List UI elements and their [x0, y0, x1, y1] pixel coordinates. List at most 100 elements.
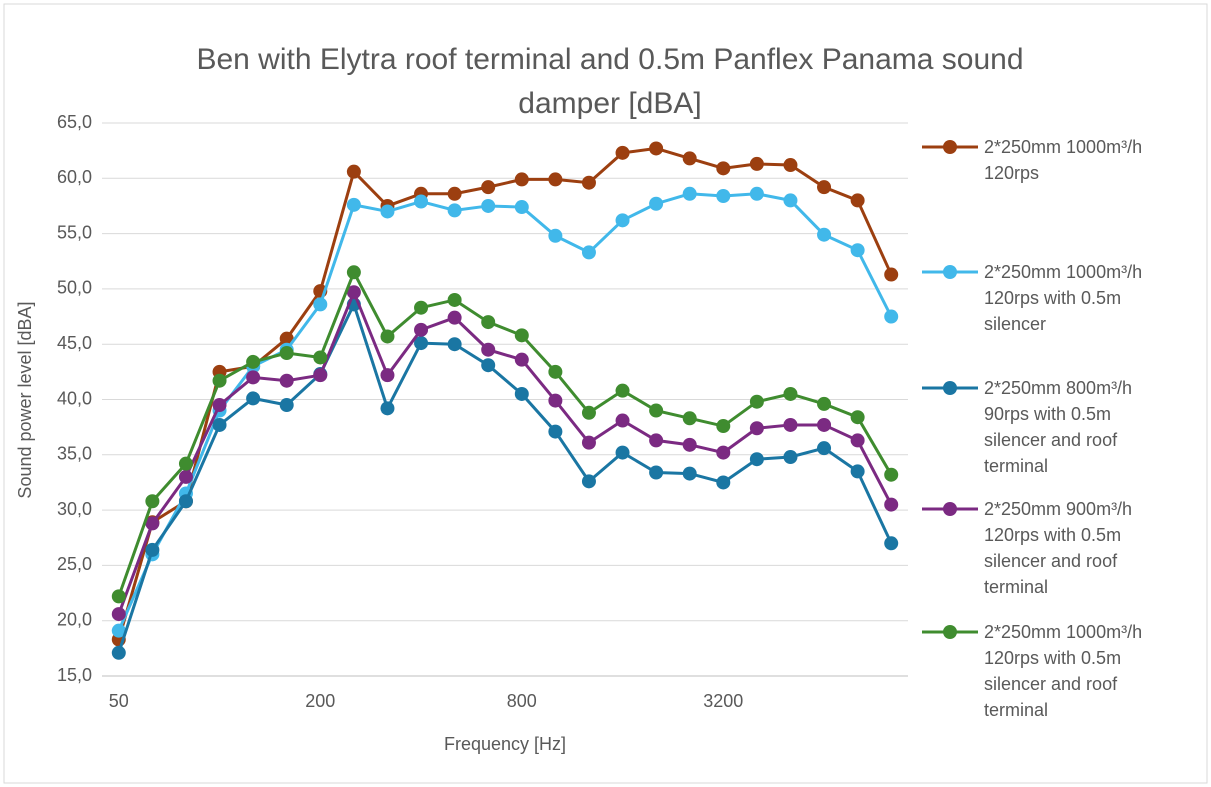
data-point	[481, 358, 496, 373]
data-point	[649, 433, 664, 448]
data-point	[111, 589, 126, 604]
data-point	[514, 386, 529, 401]
y-tick-label: 60,0	[57, 167, 92, 187]
data-point	[481, 342, 496, 357]
data-point	[783, 417, 798, 432]
data-point	[884, 536, 899, 551]
data-point	[716, 188, 731, 203]
data-point	[649, 196, 664, 211]
data-point	[850, 410, 865, 425]
data-point	[414, 336, 429, 351]
data-point	[481, 315, 496, 330]
legend-marker	[922, 625, 978, 639]
legend-dot	[943, 381, 957, 395]
y-tick-label: 40,0	[57, 388, 92, 408]
data-point	[313, 350, 328, 365]
data-point	[884, 467, 899, 482]
x-tick-label: 50	[109, 691, 129, 711]
data-point	[111, 645, 126, 660]
data-point	[145, 516, 160, 531]
data-point	[548, 393, 563, 408]
legend-marker	[922, 265, 978, 279]
data-point	[850, 464, 865, 479]
data-point	[514, 200, 529, 215]
data-point	[481, 198, 496, 213]
data-point	[414, 300, 429, 315]
data-point	[581, 245, 596, 260]
data-point	[581, 405, 596, 420]
data-point	[212, 373, 227, 388]
y-tick-label: 30,0	[57, 499, 92, 519]
legend-marker	[922, 381, 978, 395]
y-tick-label: 35,0	[57, 444, 92, 464]
data-point	[279, 373, 294, 388]
data-point	[716, 419, 731, 434]
data-point	[817, 441, 832, 456]
data-point	[850, 433, 865, 448]
data-point	[380, 204, 395, 219]
data-point	[682, 411, 697, 426]
data-point	[817, 180, 832, 195]
data-point	[850, 243, 865, 258]
data-point	[514, 328, 529, 343]
data-point	[111, 623, 126, 638]
data-point	[447, 337, 462, 352]
y-tick-label: 25,0	[57, 554, 92, 574]
data-point	[716, 445, 731, 460]
data-point	[716, 161, 731, 176]
legend-marker	[922, 140, 978, 154]
data-point	[682, 437, 697, 452]
data-point	[783, 450, 798, 465]
data-point	[548, 228, 563, 243]
legend-label: 2*250mm 1000m³/h 120rps	[984, 137, 1143, 183]
data-point	[749, 186, 764, 201]
data-point	[581, 435, 596, 450]
data-point	[414, 194, 429, 209]
data-point	[279, 331, 294, 346]
y-tick-label: 20,0	[57, 609, 92, 629]
data-point	[615, 213, 630, 228]
data-point	[783, 158, 798, 173]
legend-dot	[943, 140, 957, 154]
data-point	[447, 203, 462, 218]
data-point	[246, 391, 261, 406]
legend-label: 2*250mm 1000m³/h 120rps with 0.5m silenc…	[984, 622, 1143, 720]
legend-label: 2*250mm 800m³/h 90rps with 0.5m silencer…	[984, 378, 1133, 476]
data-point	[649, 141, 664, 156]
data-point	[817, 227, 832, 242]
series-line	[117, 268, 893, 597]
legend-item: 2*250mm 800m³/h 90rps with 0.5m silencer…	[920, 375, 1160, 479]
series-line	[117, 300, 893, 654]
data-point	[682, 151, 697, 166]
data-point	[884, 497, 899, 512]
data-point	[212, 417, 227, 432]
data-point	[649, 403, 664, 418]
data-point	[178, 456, 193, 471]
x-tick-label: 200	[305, 691, 335, 711]
data-point	[481, 180, 496, 195]
legend-item: 2*250mm 1000m³/h 120rps	[920, 134, 1160, 186]
data-point	[447, 292, 462, 307]
legend-dot	[943, 625, 957, 639]
x-tick-label: 800	[507, 691, 537, 711]
data-point	[246, 370, 261, 385]
data-point	[514, 172, 529, 187]
data-point	[212, 398, 227, 413]
data-point	[581, 175, 596, 190]
data-point	[817, 396, 832, 411]
data-point	[749, 156, 764, 171]
data-point	[615, 445, 630, 460]
data-point	[145, 494, 160, 509]
data-point	[447, 310, 462, 325]
legend-label: 2*250mm 900m³/h 120rps with 0.5m silence…	[984, 499, 1133, 597]
data-point	[447, 186, 462, 201]
data-point	[313, 297, 328, 312]
data-point	[749, 421, 764, 436]
data-point	[380, 368, 395, 383]
legend-item: 2*250mm 900m³/h 120rps with 0.5m silence…	[920, 496, 1160, 600]
legend-item: 2*250mm 1000m³/h 120rps with 0.5m silenc…	[920, 259, 1160, 337]
data-point	[682, 186, 697, 201]
data-point	[749, 394, 764, 409]
data-point	[346, 197, 361, 212]
